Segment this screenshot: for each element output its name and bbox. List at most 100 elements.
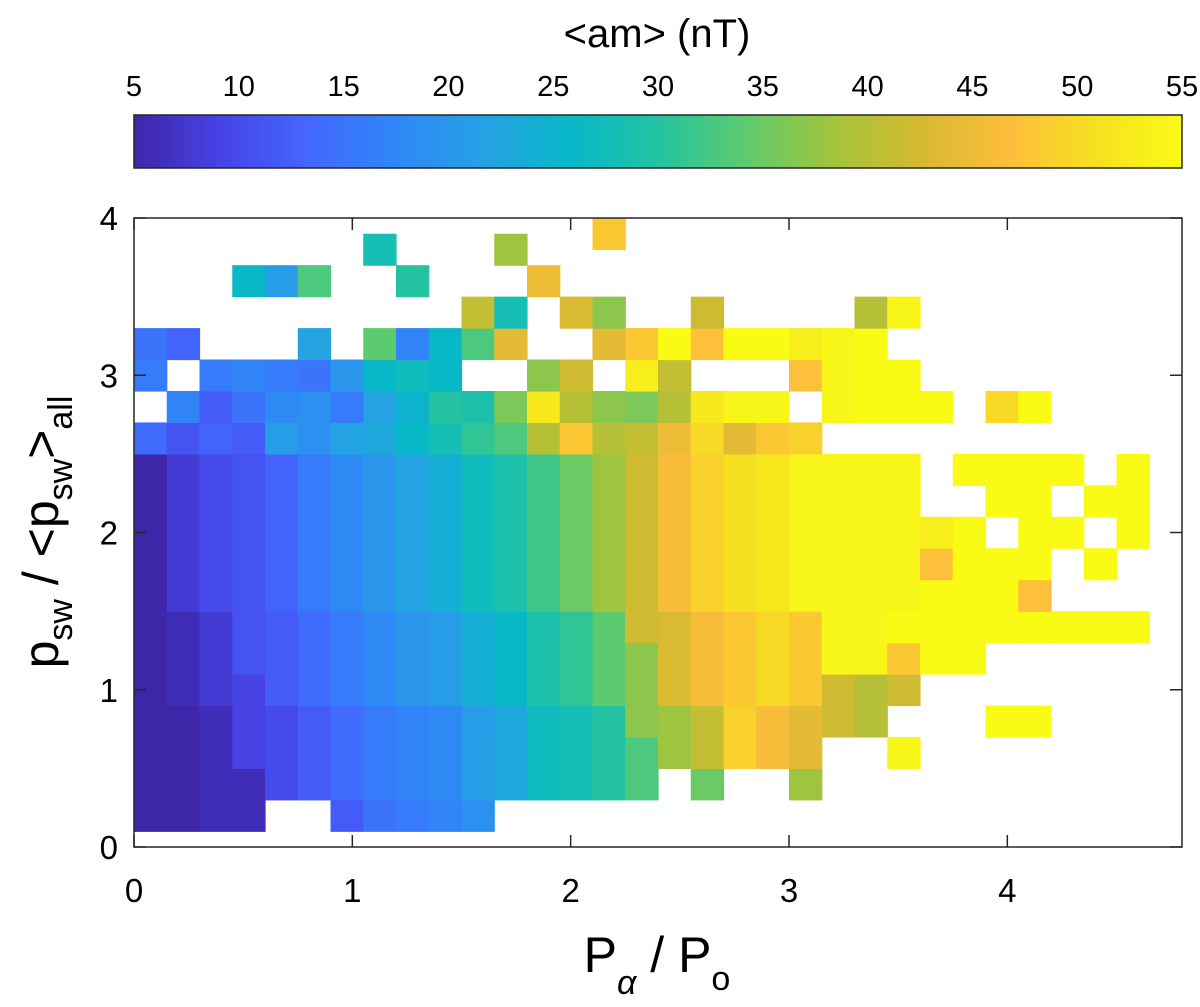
x-tick-label: 2 xyxy=(561,872,579,909)
heatmap-cell xyxy=(527,705,561,801)
heatmap-cell xyxy=(920,548,954,581)
heatmap-cell xyxy=(461,611,495,707)
heatmap-cell xyxy=(461,296,495,329)
colorbar-tick-label: 10 xyxy=(223,71,255,103)
heatmap-cell xyxy=(461,799,495,832)
heatmap-cell xyxy=(559,705,594,801)
heatmap-cell xyxy=(887,359,921,424)
heatmap-cell xyxy=(723,390,757,424)
heatmap-cell xyxy=(265,422,299,455)
y-tick-label: 4 xyxy=(100,200,118,237)
heatmap-cell xyxy=(363,422,397,455)
heatmap-cell xyxy=(985,390,1019,424)
heatmap-cell xyxy=(297,328,332,361)
heatmap-cell xyxy=(887,453,921,612)
heatmap-cell xyxy=(494,296,528,329)
colorbar-tick-label: 55 xyxy=(1166,71,1198,103)
heatmap-cell xyxy=(854,453,888,675)
heatmap-cell xyxy=(559,296,594,329)
heatmap-cell xyxy=(625,359,659,392)
heatmap-cell xyxy=(756,705,790,769)
x-tick-label: 1 xyxy=(343,872,361,909)
heatmap-cell xyxy=(985,453,1019,518)
heatmap-cell xyxy=(265,265,299,298)
x-tick-label: 4 xyxy=(998,872,1016,909)
heatmap-cell xyxy=(920,579,954,675)
heatmap-cell xyxy=(625,390,659,424)
heatmap-cell xyxy=(461,390,495,424)
heatmap-cell xyxy=(428,705,463,801)
colorbar-tick-labels: 5 10 15 20 25 30 35 40 45 50 55 xyxy=(126,71,1198,103)
heatmap-cell xyxy=(690,422,725,455)
y-tick-label: 0 xyxy=(100,829,118,866)
heatmap-cell xyxy=(330,799,364,832)
heatmap-cell xyxy=(854,674,888,738)
heatmap-cell xyxy=(1116,516,1150,549)
heatmap-cell xyxy=(297,359,332,392)
heatmap-cell xyxy=(1083,485,1118,518)
heatmap-cell xyxy=(363,390,397,424)
heatmap-cell xyxy=(297,453,332,612)
colorbar-tick-label: 5 xyxy=(126,71,142,103)
heatmap-cell xyxy=(527,453,561,612)
heatmap-cell xyxy=(756,390,790,424)
heatmap-cell xyxy=(428,453,463,612)
heatmap-cell xyxy=(396,799,430,832)
heatmap-cell xyxy=(297,422,332,455)
heatmap-cell xyxy=(428,390,463,424)
heatmap-cell xyxy=(821,328,856,424)
heatmap-cell xyxy=(1116,611,1150,644)
heatmap-cell xyxy=(166,705,201,832)
heatmap-cell xyxy=(330,390,364,424)
heatmap-cell xyxy=(494,328,528,361)
heatmap-cell xyxy=(887,674,921,707)
heatmap-cell xyxy=(592,453,626,612)
heatmap-cell xyxy=(494,705,528,801)
heatmap-cell xyxy=(527,422,561,455)
heatmap-cell xyxy=(658,705,692,769)
heatmap-cell xyxy=(232,422,266,455)
y-tick-label: 3 xyxy=(100,357,118,394)
heatmap-cell xyxy=(789,359,823,392)
heatmap-cell xyxy=(625,642,659,738)
heatmap-cell xyxy=(363,359,397,392)
heatmap-cell xyxy=(658,328,692,361)
heatmap-cell xyxy=(592,390,626,424)
heatmap-cell xyxy=(789,328,823,361)
heatmap-cell xyxy=(494,390,528,424)
heatmap-cell xyxy=(363,328,397,361)
heatmap-cell xyxy=(461,422,495,455)
colorbar-title: <am> (nT) xyxy=(564,12,751,56)
heatmap-cell xyxy=(789,705,823,769)
heatmap-cell xyxy=(461,453,495,612)
colorbar xyxy=(133,114,1183,169)
heatmap-cell xyxy=(494,233,528,266)
heatmap-cell xyxy=(690,296,725,329)
heatmap-cell xyxy=(265,705,299,801)
heatmap-cell xyxy=(920,516,954,549)
heatmap-cell xyxy=(265,453,299,612)
x-tick-label: 0 xyxy=(125,872,143,909)
x-tick-label: 3 xyxy=(780,872,798,909)
heatmap-cell xyxy=(330,611,364,707)
heatmap-cell xyxy=(1116,453,1150,518)
heatmap-cell xyxy=(232,768,266,832)
heatmap-cell xyxy=(690,768,725,801)
colorbar-tick-label: 40 xyxy=(851,71,883,103)
heatmap-cell xyxy=(1083,611,1118,644)
heatmap-cell xyxy=(297,705,332,801)
heatmap-cell xyxy=(428,328,463,361)
heatmap-cell xyxy=(265,611,299,707)
y-axis-label: psw / <psw>all xyxy=(13,396,80,669)
heatmap-cell xyxy=(232,359,266,392)
heatmap-cell xyxy=(723,328,757,361)
heatmap-cell xyxy=(723,705,757,769)
heatmap-cell xyxy=(166,422,201,455)
heatmap-cell xyxy=(854,328,888,424)
heatmap-cell xyxy=(461,328,495,361)
heatmap-cell xyxy=(854,296,888,329)
heatmap-cell xyxy=(363,705,397,801)
y-tick-label: 2 xyxy=(100,515,118,552)
heatmap-cell xyxy=(952,453,987,486)
